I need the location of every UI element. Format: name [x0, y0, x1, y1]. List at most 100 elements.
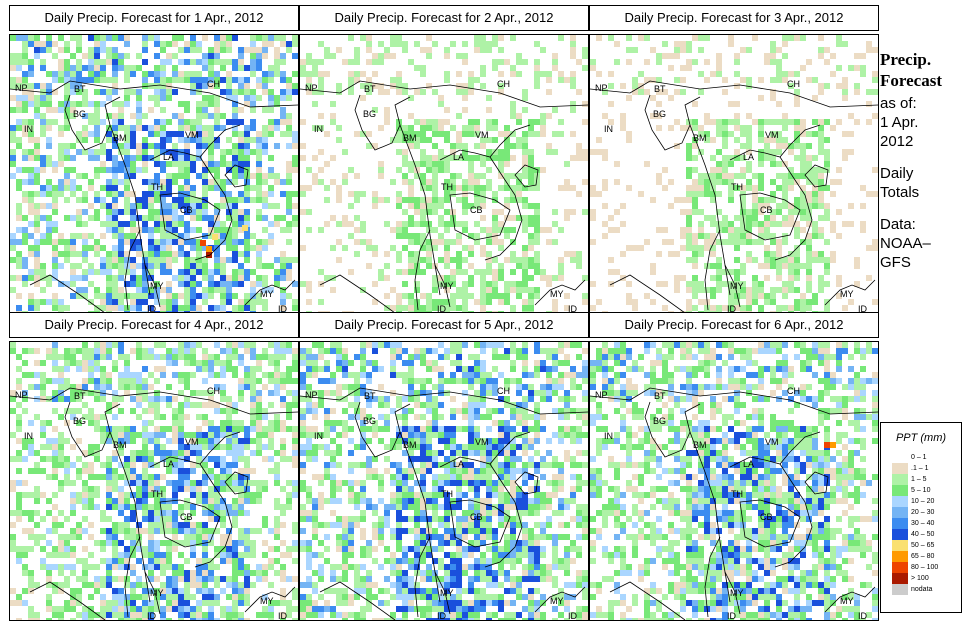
- country-label: CH: [787, 386, 800, 396]
- legend-item: 5 – 10: [881, 485, 961, 496]
- side-title-line2: Forecast: [880, 71, 942, 90]
- country-label: MY: [150, 281, 164, 291]
- country-label: NP: [305, 390, 318, 400]
- country-label: LA: [453, 459, 464, 469]
- country-label: ID: [727, 304, 737, 313]
- border-line: [484, 463, 523, 568]
- legend-swatch: [892, 529, 908, 540]
- border-line: [644, 401, 701, 458]
- country-label: MY: [730, 281, 744, 291]
- precip-map: NP BT BG IN BM CH VM LA TH CB MY ID MY ID: [589, 341, 879, 621]
- country-label: BM: [113, 133, 127, 143]
- country-label: TH: [151, 489, 163, 499]
- forecast-panel-6: Daily Precip. Forecast for 6 Apr., 2012 …: [589, 312, 879, 621]
- border-line: [244, 279, 296, 306]
- data-line1: Data:: [880, 216, 916, 233]
- legend-label: .1 – 1: [911, 465, 929, 472]
- country-label: IN: [604, 431, 613, 441]
- border-line: [124, 229, 141, 311]
- border-line: [159, 499, 221, 548]
- border-line: [319, 274, 396, 313]
- legend-item: > 100: [881, 573, 961, 584]
- country-label: VM: [765, 437, 779, 447]
- precip-map: NP BT BG IN BM CH VM LA TH CB MY ID MY ID: [299, 34, 589, 314]
- country-label: NP: [305, 83, 318, 93]
- forecast-panel-2: Daily Precip. Forecast for 2 Apr., 2012 …: [299, 5, 589, 314]
- border-line: [10, 387, 298, 415]
- border-line: [704, 536, 721, 618]
- border-line: [449, 499, 511, 548]
- country-label: CB: [760, 205, 773, 215]
- border-line: [724, 571, 741, 615]
- border-line: [354, 94, 411, 151]
- country-label: TH: [151, 182, 163, 192]
- side-title-line1: Precip.: [880, 50, 932, 69]
- border-line: [224, 164, 249, 188]
- map-canvas: NP BT BG IN BM CH VM LA TH CB MY ID MY ID: [300, 342, 588, 620]
- border-line: [159, 192, 221, 241]
- border-line: [244, 586, 296, 613]
- legend-label: 50 – 65: [911, 542, 935, 549]
- border-line: [774, 156, 813, 261]
- country-label: ID: [278, 611, 288, 620]
- country-label: MY: [730, 588, 744, 598]
- precip-field: [10, 342, 298, 620]
- precip-map: NP BT BG IN BM CH VM LA TH CB MY ID MY ID: [589, 34, 879, 314]
- country-label: BG: [363, 109, 376, 119]
- legend-item: 20 – 30: [881, 507, 961, 518]
- precip-field: [300, 35, 588, 313]
- legend-item: 40 – 50: [881, 529, 961, 540]
- legend-label: 30 – 40: [911, 520, 935, 527]
- country-label: TH: [441, 182, 453, 192]
- border-line: [109, 124, 151, 296]
- country-label: MY: [260, 289, 274, 299]
- legend-swatch: [892, 573, 908, 584]
- country-label: LA: [743, 152, 754, 162]
- border-line: [399, 124, 441, 296]
- country-label: ID: [437, 611, 447, 620]
- border-line: [414, 536, 431, 618]
- legend-label: 40 – 50: [911, 531, 935, 538]
- country-label: ID: [147, 304, 157, 313]
- border-line: [644, 94, 701, 151]
- border-line: [144, 264, 161, 308]
- legend-label: 20 – 30: [911, 509, 935, 516]
- border-line: [64, 401, 121, 458]
- border-line: [739, 499, 801, 548]
- country-label: MY: [840, 596, 854, 606]
- border-line: [689, 124, 731, 296]
- country-label: BM: [693, 133, 707, 143]
- border-line: [824, 279, 876, 306]
- border-line: [514, 164, 539, 188]
- map-canvas: NP BT BG IN BM CH VM LA TH CB MY ID MY ID: [590, 342, 878, 620]
- country-label: CB: [180, 205, 193, 215]
- border-line: [399, 431, 441, 603]
- panel-title: Daily Precip. Forecast for 3 Apr., 2012: [589, 5, 879, 31]
- country-label: IN: [604, 124, 613, 134]
- country-label: IN: [314, 124, 323, 134]
- legend-item: 80 – 100: [881, 562, 961, 573]
- border-line: [29, 274, 106, 313]
- legend-swatch: [892, 518, 908, 529]
- country-label: LA: [163, 152, 174, 162]
- country-label: CB: [470, 512, 483, 522]
- country-label: BG: [73, 416, 86, 426]
- border-line: [534, 279, 586, 306]
- border-line: [590, 80, 878, 108]
- country-label: TH: [441, 489, 453, 499]
- country-label: ID: [147, 611, 157, 620]
- border-line: [689, 431, 731, 603]
- border-line: [194, 463, 233, 568]
- forecast-panel-5: Daily Precip. Forecast for 5 Apr., 2012 …: [299, 312, 589, 621]
- border-line: [804, 471, 829, 495]
- border-line: [194, 156, 233, 261]
- legend-item: 0 – 1: [881, 452, 961, 463]
- legend-swatch: [892, 485, 908, 496]
- legend-swatch: [892, 540, 908, 551]
- border-line: [434, 264, 451, 308]
- country-label: VM: [185, 437, 199, 447]
- forecast-panel-1: Daily Precip. Forecast for 1 Apr., 2012 …: [9, 5, 299, 314]
- forecast-panel-4: Daily Precip. Forecast for 4 Apr., 2012 …: [9, 312, 299, 621]
- legend-label: 5 – 10: [911, 487, 931, 494]
- country-label: MY: [840, 289, 854, 299]
